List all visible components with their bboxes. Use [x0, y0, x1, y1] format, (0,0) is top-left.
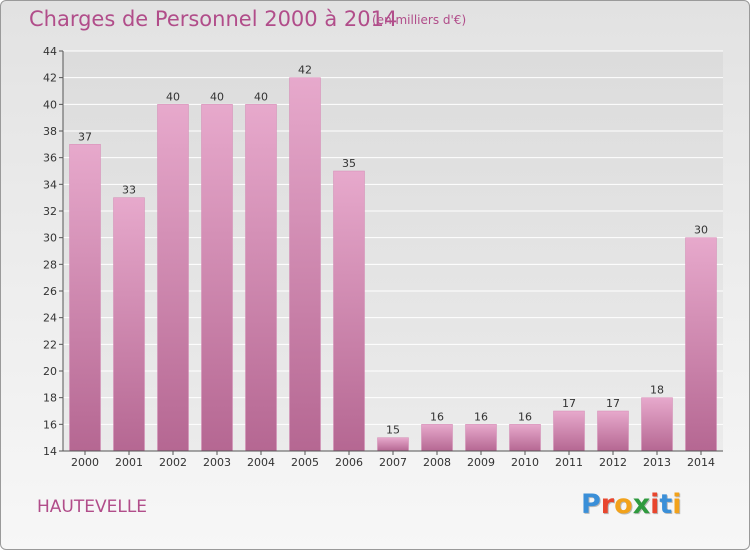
logo-letter: x	[632, 489, 651, 520]
logo-letter: i	[650, 489, 660, 520]
bar-2003	[201, 104, 233, 452]
data-label: 40	[166, 90, 180, 103]
bar-2011	[553, 410, 585, 452]
y-tick-label: 18	[43, 392, 57, 405]
logo-letter: P	[581, 489, 601, 520]
x-tick-label: 2004	[247, 456, 275, 469]
axis-layer: 14 16 18 20 22 24 26 28 30 32 34 36 38 40 42 44 2000 2001…	[43, 45, 723, 469]
x-tick-label: 2002	[159, 456, 187, 469]
x-tick-label: 2008	[423, 456, 451, 469]
y-tick-label: 40	[43, 98, 57, 111]
data-label: 30	[694, 224, 708, 237]
y-tick-label: 34	[43, 178, 57, 191]
data-label: 17	[606, 397, 620, 410]
logo-letter: i	[672, 489, 682, 520]
bar-2004	[245, 104, 277, 452]
data-label: 18	[650, 384, 664, 397]
bar-2013	[641, 397, 673, 452]
data-label: 42	[298, 64, 312, 77]
y-tick-label: 22	[43, 338, 57, 351]
y-tick-label: 36	[43, 152, 57, 165]
data-label: 17	[562, 397, 576, 410]
y-tick-label: 26	[43, 285, 57, 298]
bar-2002	[157, 104, 189, 452]
logo-letter: o	[614, 489, 633, 520]
bar-2008	[421, 424, 453, 452]
label-layer: 37 33 40 40 40 42 35 15 16 16 16 17 17 18 30	[78, 64, 708, 437]
chart-subtitle: (en milliers d'€)	[372, 13, 467, 27]
data-label: 37	[78, 130, 92, 143]
data-label: 35	[342, 157, 356, 170]
y-tick-label: 24	[43, 312, 57, 325]
data-label: 40	[254, 90, 268, 103]
data-label: 15	[386, 424, 400, 437]
x-tick-label: 2006	[335, 456, 363, 469]
bar-2010	[509, 424, 541, 452]
y-tick-label: 32	[43, 205, 57, 218]
logo-letter: t	[659, 489, 673, 520]
data-label: 16	[518, 410, 532, 423]
x-tick-label: 2001	[115, 456, 143, 469]
logo-letter: r	[600, 489, 615, 520]
y-tick-label: 44	[43, 45, 57, 58]
data-label: 40	[210, 90, 224, 103]
bar-2005	[289, 77, 321, 452]
x-tick-label: 2014	[687, 456, 715, 469]
bar-2009	[465, 424, 497, 452]
proxiti-logo[interactable]: Proxiti	[581, 489, 682, 520]
x-tick-label: 2010	[511, 456, 539, 469]
bar-2006	[333, 170, 365, 452]
x-tick-label: 2005	[291, 456, 319, 469]
y-tick-label: 38	[43, 125, 57, 138]
y-tick-label: 28	[43, 258, 57, 271]
data-label: 33	[122, 184, 136, 197]
data-label: 16	[474, 410, 488, 423]
bar-layer	[69, 77, 717, 452]
commune-name: HAUTEVELLE	[37, 497, 148, 517]
x-tick-label: 2013	[643, 456, 671, 469]
x-tick-label: 2012	[599, 456, 627, 469]
data-label: 16	[430, 410, 444, 423]
x-tick-label: 2007	[379, 456, 407, 469]
bar-2001	[113, 197, 145, 452]
bar-2000	[69, 144, 101, 452]
bar-2007	[377, 437, 409, 452]
x-tick-label: 2000	[71, 456, 99, 469]
x-tick-label: 2009	[467, 456, 495, 469]
x-tick-label: 2011	[555, 456, 583, 469]
y-tick-label: 30	[43, 232, 57, 245]
bar-2012	[597, 410, 629, 452]
bar-2014	[685, 237, 717, 452]
y-tick-label: 14	[43, 445, 57, 458]
x-tick-label: 2003	[203, 456, 231, 469]
y-tick-label: 42	[43, 72, 57, 85]
chart-title: Charges de Personnel 2000 à 2014	[29, 7, 398, 31]
y-tick-label: 16	[43, 418, 57, 431]
y-tick-label: 20	[43, 365, 57, 378]
